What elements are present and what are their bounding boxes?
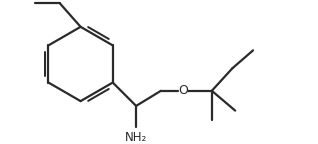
Text: NH₂: NH₂ (125, 131, 147, 144)
Text: O: O (178, 84, 188, 97)
